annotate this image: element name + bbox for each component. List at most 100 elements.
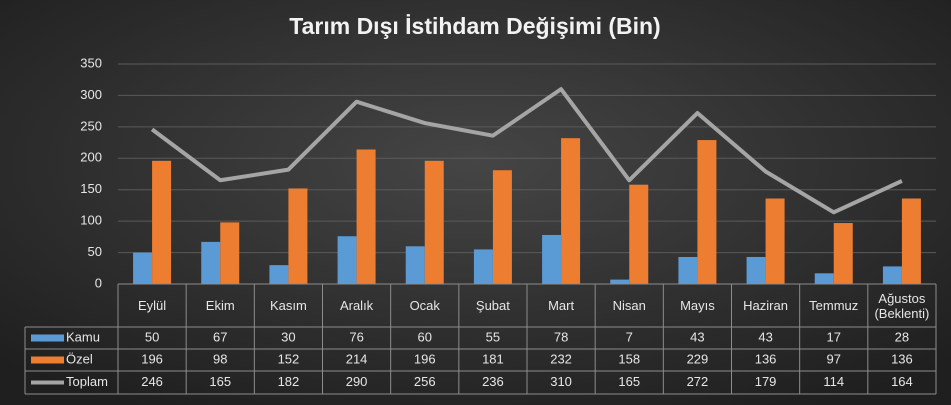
table-value: 158	[618, 351, 640, 366]
bar	[901, 198, 921, 284]
table-value: 236	[482, 374, 504, 389]
table-value: 272	[687, 374, 709, 389]
x-tick-label-cell: Temmuz	[809, 298, 859, 313]
legend-label: Toplam	[66, 374, 108, 389]
table-value: 165	[209, 374, 231, 389]
table-value: 232	[550, 351, 572, 366]
bar	[492, 170, 512, 284]
table-value: 164	[891, 374, 913, 389]
x-tick-label-cell: Kasım	[269, 298, 307, 313]
table-value: 196	[141, 351, 163, 366]
bar	[629, 184, 649, 284]
bar	[833, 223, 853, 284]
legend-key	[31, 356, 64, 364]
x-tick-label: Mayıs	[680, 298, 715, 313]
table-value: 43	[690, 329, 704, 344]
bar	[542, 234, 562, 284]
table-value: 78	[554, 329, 568, 344]
x-tick-label-cell: Ağustos (Beklenti)	[874, 290, 930, 321]
table-value: 67	[213, 329, 227, 344]
bar	[133, 252, 153, 284]
table-value: 97	[827, 351, 841, 366]
x-tick-label: Mart	[548, 298, 575, 313]
legend-label: Kamu	[66, 329, 100, 344]
x-tick-label-cell: Mayıs	[680, 298, 715, 313]
table-value: 98	[213, 351, 227, 366]
table-value: 182	[278, 374, 300, 389]
y-tick-label: 250	[80, 118, 102, 133]
x-tick-label-cell: Aralık	[339, 298, 374, 313]
x-tick-label-cell: Eylül	[137, 298, 167, 313]
line	[150, 87, 903, 215]
table-value: 30	[281, 329, 295, 344]
y-tick-label: 300	[80, 87, 102, 102]
table-value: 196	[414, 351, 436, 366]
table-value: 136	[891, 351, 913, 366]
bar	[337, 236, 357, 284]
x-tick-label: Şubat	[475, 298, 510, 313]
x-tick-label: Ocak	[409, 298, 440, 313]
bar	[473, 249, 493, 284]
table-value: 181	[482, 351, 504, 366]
x-tick-label: Temmuz	[809, 298, 859, 313]
x-tick-label-cell: Haziran	[743, 298, 788, 313]
bar	[882, 266, 902, 284]
x-tick-label: Nisan	[612, 298, 646, 313]
table-value: 214	[346, 351, 368, 366]
table-value: 28	[895, 329, 909, 344]
bar	[678, 256, 698, 284]
table-value: 256	[414, 374, 436, 389]
chart-title: Tarım Dışı İstihdam Değişimi (Bin)	[289, 13, 660, 39]
table-value: 60	[418, 329, 432, 344]
table-value: 152	[278, 351, 300, 366]
table-value: 7	[626, 329, 633, 344]
x-tick-label: Kasım	[269, 298, 307, 313]
table-value: 17	[827, 329, 841, 344]
table-value: 43	[758, 329, 772, 344]
table-value: 55	[486, 329, 500, 344]
table-value: 310	[550, 374, 572, 389]
x-tick-label-cell: Ekim	[205, 298, 235, 313]
x-tick-label: Eylül	[137, 298, 167, 313]
y-tick-label: 0	[95, 275, 102, 290]
table-value: 114	[823, 374, 844, 389]
y-tick-label: 50	[88, 244, 102, 259]
table-value: 50	[145, 329, 159, 344]
x-tick-label-cell: Ocak	[409, 298, 440, 313]
y-tick-label: 200	[80, 150, 102, 165]
table-value: 136	[755, 351, 777, 366]
bar	[152, 160, 172, 284]
x-tick-label: Haziran	[743, 298, 788, 313]
table-value: 246	[141, 374, 163, 389]
y-tick-label: 350	[80, 55, 102, 70]
x-tick-label-cell: Mart	[548, 298, 575, 313]
table-value: 179	[755, 374, 777, 389]
y-tick-label: 150	[80, 181, 102, 196]
table-value: 165	[618, 374, 640, 389]
bar	[697, 140, 717, 284]
legend-key	[31, 334, 64, 342]
bar	[610, 279, 630, 284]
x-tick-label-cell: Şubat	[475, 298, 510, 313]
bar	[424, 160, 444, 284]
legend-label: Özel	[66, 351, 93, 366]
x-tick-label: Ekim	[205, 298, 235, 313]
table-value: 76	[349, 329, 363, 344]
bar	[356, 149, 376, 284]
bar	[201, 241, 221, 284]
x-tick-label: Ağustos (Beklenti)	[874, 290, 930, 321]
bar	[405, 246, 425, 284]
bar	[814, 273, 834, 284]
y-tick-label: 100	[80, 213, 102, 228]
table-value: 290	[346, 374, 368, 389]
table-value: 229	[687, 351, 709, 366]
bar	[269, 265, 289, 284]
bar	[561, 138, 581, 284]
x-tick-label-cell: Nisan	[612, 298, 646, 313]
bar	[746, 256, 766, 284]
bar	[765, 198, 785, 284]
x-tick-label: Aralık	[339, 298, 374, 313]
bar	[220, 222, 240, 284]
